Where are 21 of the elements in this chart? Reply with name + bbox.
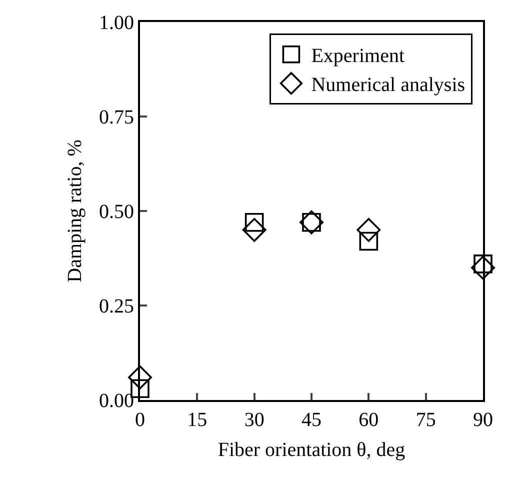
y-tick-label: 0.00 bbox=[99, 390, 134, 412]
y-tick-label: 0.25 bbox=[99, 296, 134, 318]
point bbox=[471, 256, 495, 280]
point bbox=[128, 365, 152, 390]
x-tick-label: 0 bbox=[135, 409, 145, 431]
legend-label: Experiment bbox=[311, 45, 405, 68]
y-tick-label: 0.75 bbox=[99, 106, 134, 128]
legend-label: Numerical analysis bbox=[311, 74, 466, 96]
x-tick-label: 60 bbox=[358, 409, 379, 431]
x-tick-label: 75 bbox=[416, 409, 436, 431]
x-axis-title: Fiber orientation θ, deg bbox=[218, 439, 406, 461]
y-tick-label: 1.00 bbox=[99, 12, 134, 34]
x-tick-label: 90 bbox=[473, 409, 493, 431]
point bbox=[242, 218, 266, 242]
y-tick-label: 0.50 bbox=[99, 201, 134, 223]
y-axis-title: Damping ratio, % bbox=[64, 140, 86, 282]
point bbox=[356, 218, 381, 242]
x-tick-label: 15 bbox=[187, 409, 208, 431]
x-tick-label: 30 bbox=[244, 409, 264, 431]
point bbox=[359, 232, 378, 251]
x-tick-label: 45 bbox=[302, 409, 322, 431]
